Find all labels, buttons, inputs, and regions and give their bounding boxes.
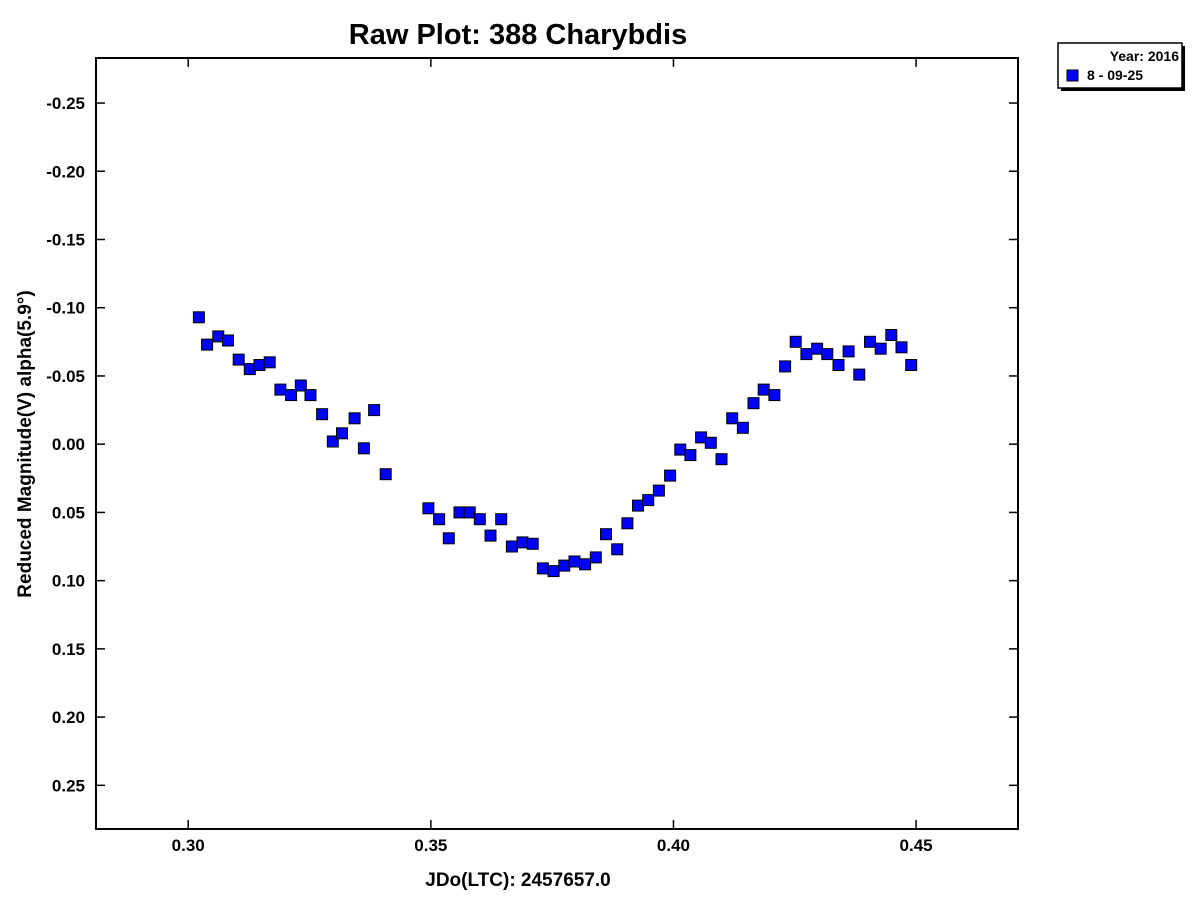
data-point <box>201 338 214 351</box>
data-point <box>747 397 760 410</box>
legend[interactable]: Year: 2016 8 - 09-25 <box>1057 42 1185 91</box>
legend-marker <box>1066 69 1079 82</box>
data-point <box>885 329 898 341</box>
data-point <box>192 311 205 324</box>
y-tick-label: -0.05 <box>46 367 85 386</box>
data-point <box>800 348 813 361</box>
data-point <box>484 529 497 542</box>
data-point <box>842 345 855 358</box>
data-point <box>263 356 276 369</box>
chart-title: Raw Plot: 388 Charybdis <box>349 19 687 51</box>
data-point <box>664 469 677 482</box>
data-point <box>789 335 802 348</box>
data-point <box>768 389 781 402</box>
data-point <box>611 543 624 556</box>
data-point <box>779 360 792 373</box>
data-point <box>674 443 687 456</box>
y-tick-label: -0.25 <box>46 94 85 113</box>
data-point <box>726 412 739 425</box>
data-point <box>379 468 392 481</box>
data-point <box>495 513 508 526</box>
y-axis-label: Reduced Magnitude(V) alpha(5.9°) <box>15 290 36 597</box>
data-point <box>642 494 655 507</box>
data-point <box>285 389 298 402</box>
data-point <box>811 342 824 355</box>
data-point <box>274 383 287 396</box>
y-tick-label: 0.05 <box>52 503 85 522</box>
plot-area <box>95 57 1019 830</box>
data-point <box>453 506 466 519</box>
data-point <box>853 368 866 381</box>
x-tick-label: 0.30 <box>172 836 205 855</box>
y-tick-label: -0.10 <box>46 299 85 318</box>
y-tick-label: 0.10 <box>52 572 85 591</box>
y-tick-label: -0.20 <box>46 162 85 181</box>
legend-header: Year: 2016 <box>1110 48 1179 64</box>
data-point <box>874 342 887 355</box>
data-point <box>516 536 529 549</box>
data-point <box>222 334 234 347</box>
data-point <box>326 435 339 448</box>
data-point <box>547 565 560 578</box>
data-point <box>294 379 307 392</box>
y-tick-label: 0.20 <box>52 708 85 727</box>
data-point <box>232 353 245 366</box>
data-point <box>684 449 697 462</box>
data-point <box>536 562 549 575</box>
data-point <box>905 359 918 371</box>
data-point <box>704 436 717 449</box>
data-point <box>864 335 876 348</box>
data-point <box>442 532 455 545</box>
x-tick-label: 0.35 <box>414 836 447 855</box>
data-point <box>736 421 749 434</box>
data-point <box>348 412 361 425</box>
data-point <box>357 442 370 455</box>
data-point <box>579 558 592 571</box>
data-point <box>422 502 435 515</box>
y-axis-ticks: -0.25 -0.20 -0.15 -0.10 -0.05 0.00 0.05 0.10 0.1… <box>46 94 1018 795</box>
x-axis-label: JDo(LTC): 2457657.0 <box>425 870 611 891</box>
data-point <box>621 517 634 530</box>
data-point <box>757 383 770 396</box>
data-point <box>433 513 446 526</box>
x-tick-label: 0.45 <box>900 836 933 855</box>
data-point <box>895 341 908 354</box>
data-point <box>715 453 728 466</box>
x-axis-ticks: 0.30 0.35 0.40 0.45 <box>172 58 933 855</box>
y-tick-label: 0.25 <box>52 776 85 795</box>
y-tick-label: 0.00 <box>52 435 85 454</box>
legend-entry: 8 - 09-25 <box>1087 67 1143 83</box>
data-point <box>558 559 571 572</box>
data-point <box>336 427 348 440</box>
data-point <box>526 537 539 550</box>
data-point <box>632 499 644 512</box>
data-point <box>505 540 518 553</box>
data-point <box>304 389 317 402</box>
data-point <box>568 555 581 568</box>
legend-box <box>1057 42 1183 89</box>
data-point <box>463 506 476 519</box>
data-point <box>832 359 845 371</box>
data-point <box>473 513 486 526</box>
data-point <box>589 551 602 564</box>
data-point <box>316 408 329 421</box>
x-tick-label: 0.40 <box>657 836 690 855</box>
data-point <box>368 404 381 417</box>
y-tick-label: -0.15 <box>46 230 85 249</box>
data-point <box>600 528 612 541</box>
y-tick-label: 0.15 <box>52 640 85 659</box>
data-point <box>253 359 266 371</box>
data-points <box>192 311 918 578</box>
data-point <box>652 484 665 497</box>
data-point <box>821 348 834 361</box>
